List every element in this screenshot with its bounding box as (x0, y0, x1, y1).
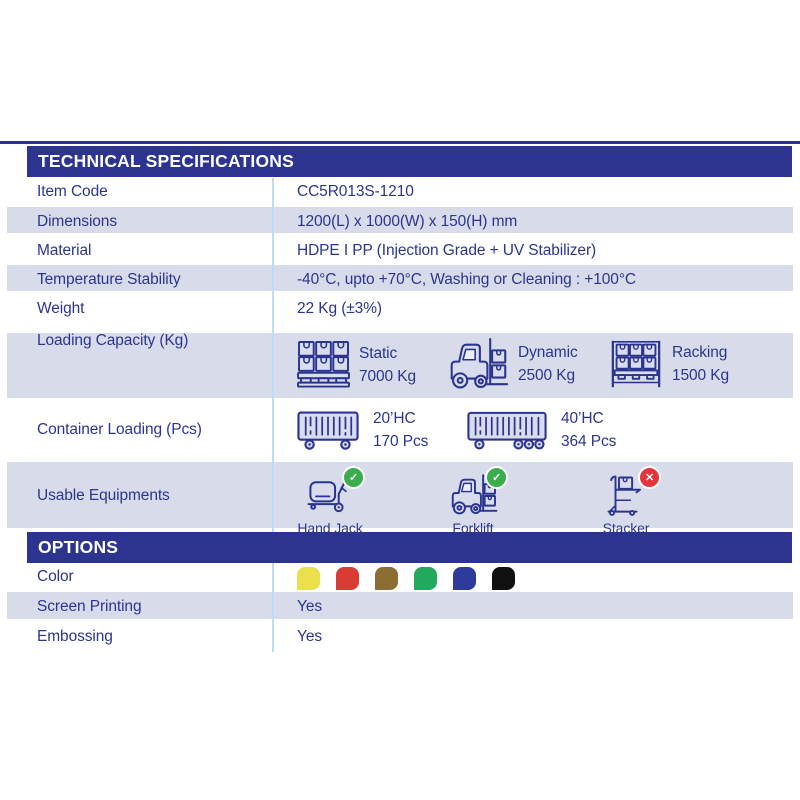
row-label: Material (37, 241, 92, 259)
stacker-icon (583, 474, 669, 516)
row-value: CC5R013S-1210 (297, 183, 414, 200)
color-swatch-brown (375, 567, 398, 590)
row-value: 1200(L) x 1000(W) x 150(H) mm (297, 212, 518, 230)
container-20ft-icon (297, 409, 359, 452)
equipment-forklift: ✓ Forklift (430, 466, 516, 536)
container-20ft-group: 20’HC 170 Pcs (297, 407, 428, 453)
container-20ft-name: 20’HC (373, 410, 416, 427)
color-swatch-yellow (297, 567, 320, 590)
row-label: Container Loading (Pcs) (37, 421, 202, 438)
loading-static-group: Static 7000 Kg (297, 340, 416, 389)
color-swatch-blue (453, 567, 476, 590)
check-icon: ✓ (485, 466, 508, 489)
row-label: Usable Equipments (37, 487, 170, 504)
equipment-hand-jack: ✓ Hand Jack (287, 466, 373, 536)
row-label: Weight (37, 300, 85, 317)
spec-row-temperature-stability: Temperature Stability -40°C, upto +70°C,… (7, 265, 793, 294)
row-tint-band (7, 333, 793, 398)
check-icon: ✓ (342, 466, 365, 489)
loading-racking-value: 1500 Kg (672, 367, 730, 384)
row-label: Loading Capacity (Kg) (37, 332, 189, 349)
row-tint-band (7, 207, 793, 233)
color-swatch-red (336, 567, 359, 590)
loading-dynamic-value: 2500 Kg (518, 366, 576, 384)
rack-icon (609, 339, 663, 389)
row-label: Embossing (37, 628, 113, 645)
spec-row-weight: Weight 22 Kg (±3%) (7, 294, 793, 324)
forklift-icon (430, 474, 516, 516)
loading-static-name: Static (359, 344, 398, 362)
column-divider (272, 178, 274, 652)
row-label: Color (37, 568, 74, 585)
color-swatch-green (414, 567, 437, 590)
loading-static-value: 7000 Kg (359, 367, 417, 385)
row-tint-band (7, 265, 793, 291)
row-label: Temperature Stability (37, 270, 181, 288)
options-header: OPTIONS (27, 532, 792, 563)
option-row-screen-printing: Screen Printing Yes (7, 592, 793, 622)
row-value: HDPE I PP (Injection Grade + UV Stabiliz… (297, 241, 597, 259)
technical-specifications-header: TECHNICAL SPECIFICATIONS (27, 146, 792, 177)
container-40ft-group: 40’HC 364 Pcs (467, 407, 616, 453)
row-label: Item Code (37, 183, 108, 200)
spec-row-container-loading: Container Loading (Pcs) (7, 398, 793, 462)
spec-row-usable-equipments: Usable Equipments ✓ Hand (7, 462, 793, 536)
hand-jack-icon (287, 474, 373, 516)
row-label: Screen Printing (37, 598, 142, 615)
cross-icon: ✕ (638, 466, 661, 489)
row-value: 22 Kg (±3%) (297, 300, 382, 317)
loading-racking-group: Racking 1500 Kg (609, 339, 729, 389)
option-row-color: Color (7, 562, 793, 592)
pallet-stack-icon (297, 340, 350, 389)
forklift-icon (447, 336, 509, 391)
row-tint-band (7, 592, 793, 619)
container-40ft-value: 364 Pcs (561, 433, 617, 450)
color-swatches (297, 567, 515, 590)
equipment-stacker: ✕ Stacker (583, 466, 669, 536)
row-tint-band (7, 462, 793, 528)
row-label: Dimensions (37, 212, 117, 230)
spec-row-loading-capacity: Loading Capacity (Kg) (7, 324, 793, 398)
spec-row-item-code: Item Code CC5R013S-1210 (7, 177, 793, 207)
loading-dynamic-name: Dynamic (518, 343, 578, 361)
loading-dynamic-group: Dynamic 2500 Kg (447, 336, 578, 391)
row-value: Yes (297, 598, 322, 615)
container-40ft-name: 40’HC (561, 410, 604, 427)
container-20ft-value: 170 Pcs (373, 433, 429, 450)
loading-racking-name: Racking (672, 344, 728, 361)
container-40ft-icon (467, 409, 547, 452)
spec-row-dimensions: Dimensions 1200(L) x 1000(W) x 150(H) mm (7, 207, 793, 236)
top-rule (0, 141, 800, 144)
color-swatch-black (492, 567, 515, 590)
option-row-embossing: Embossing Yes (7, 622, 793, 652)
row-value: Yes (297, 628, 322, 645)
technical-specifications-title: TECHNICAL SPECIFICATIONS (38, 151, 294, 171)
spec-row-material: Material HDPE I PP (Injection Grade + UV… (7, 236, 793, 265)
row-value: -40°C, upto +70°C, Washing or Cleaning :… (297, 270, 637, 288)
options-title: OPTIONS (38, 537, 119, 557)
